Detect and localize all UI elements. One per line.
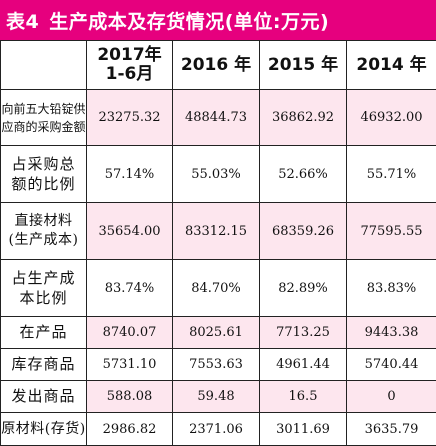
column-header: 2014 年 [347,41,436,90]
row-header: 占采购总 额的比例 [1,146,87,203]
row-header: 库存商品 [1,349,87,381]
data-table: 2017年 1-6月 2016 年 2015 年 2014 年 向前五大铅锭供 … [0,40,436,446]
table-cell: 52.66% [260,146,347,203]
table-cell: 82.89% [260,260,347,317]
table-row: 库存商品 5731.10 7553.63 4961.44 5740.44 [1,349,436,381]
column-header: 2017年 1-6月 [87,41,173,90]
table-row: 发出商品 588.08 59.48 16.5 0 [1,381,436,413]
table-cell: 5731.10 [87,349,173,381]
table-cell: 2371.06 [173,413,260,446]
row-header: 向前五大铅锭供 应商的采购金额 [1,90,87,146]
column-header: 2016 年 [173,41,260,90]
row-header: 在产品 [1,317,87,349]
table-cell: 5740.44 [347,349,436,381]
corner-cell [1,41,87,90]
table-row: 原材料(存货) 2986.82 2371.06 3011.69 3635.79 [1,413,436,446]
table-cell: 59.48 [173,381,260,413]
table-row: 在产品 8740.07 8025.61 7713.25 9443.38 [1,317,436,349]
table-cell: 23275.32 [87,90,173,146]
table-cell: 9443.38 [347,317,436,349]
table-cell: 2986.82 [87,413,173,446]
table-number: 表4 [6,7,39,34]
table-row: 占生产成 本比例 83.74% 84.70% 82.89% 83.83% [1,260,436,317]
row-header: 直接材料 (生产成本) [1,203,87,260]
table-cell: 55.71% [347,146,436,203]
table-row: 占采购总 额的比例 57.14% 55.03% 52.66% 55.71% [1,146,436,203]
table-cell: 68359.26 [260,203,347,260]
row-header: 原材料(存货) [1,413,87,446]
table-cell: 16.5 [260,381,347,413]
row-header: 占生产成 本比例 [1,260,87,317]
table-cell: 84.70% [173,260,260,317]
table-cell: 4961.44 [260,349,347,381]
table-cell: 0 [347,381,436,413]
table-cell: 35654.00 [87,203,173,260]
table-cell: 55.03% [173,146,260,203]
table-cell: 48844.73 [173,90,260,146]
table-cell: 36862.92 [260,90,347,146]
table-cell: 83.74% [87,260,173,317]
table-cell: 57.14% [87,146,173,203]
table-cell: 8740.07 [87,317,173,349]
table-cell: 588.08 [87,381,173,413]
table-title: 生产成本及存货情况(单位:万元) [49,7,329,34]
table-title-bar: 表4 生产成本及存货情况(单位:万元) [0,0,436,40]
column-header: 2015 年 [260,41,347,90]
row-header: 发出商品 [1,381,87,413]
table-cell: 83.83% [347,260,436,317]
table-cell: 3635.79 [347,413,436,446]
table-cell: 46932.00 [347,90,436,146]
table-cell: 7553.63 [173,349,260,381]
table-row: 直接材料 (生产成本) 35654.00 83312.15 68359.26 7… [1,203,436,260]
table-cell: 77595.55 [347,203,436,260]
table-cell: 3011.69 [260,413,347,446]
table-row: 向前五大铅锭供 应商的采购金额 23275.32 48844.73 36862.… [1,90,436,146]
header-row: 2017年 1-6月 2016 年 2015 年 2014 年 [1,41,436,90]
table-cell: 83312.15 [173,203,260,260]
table-cell: 8025.61 [173,317,260,349]
table-cell: 7713.25 [260,317,347,349]
